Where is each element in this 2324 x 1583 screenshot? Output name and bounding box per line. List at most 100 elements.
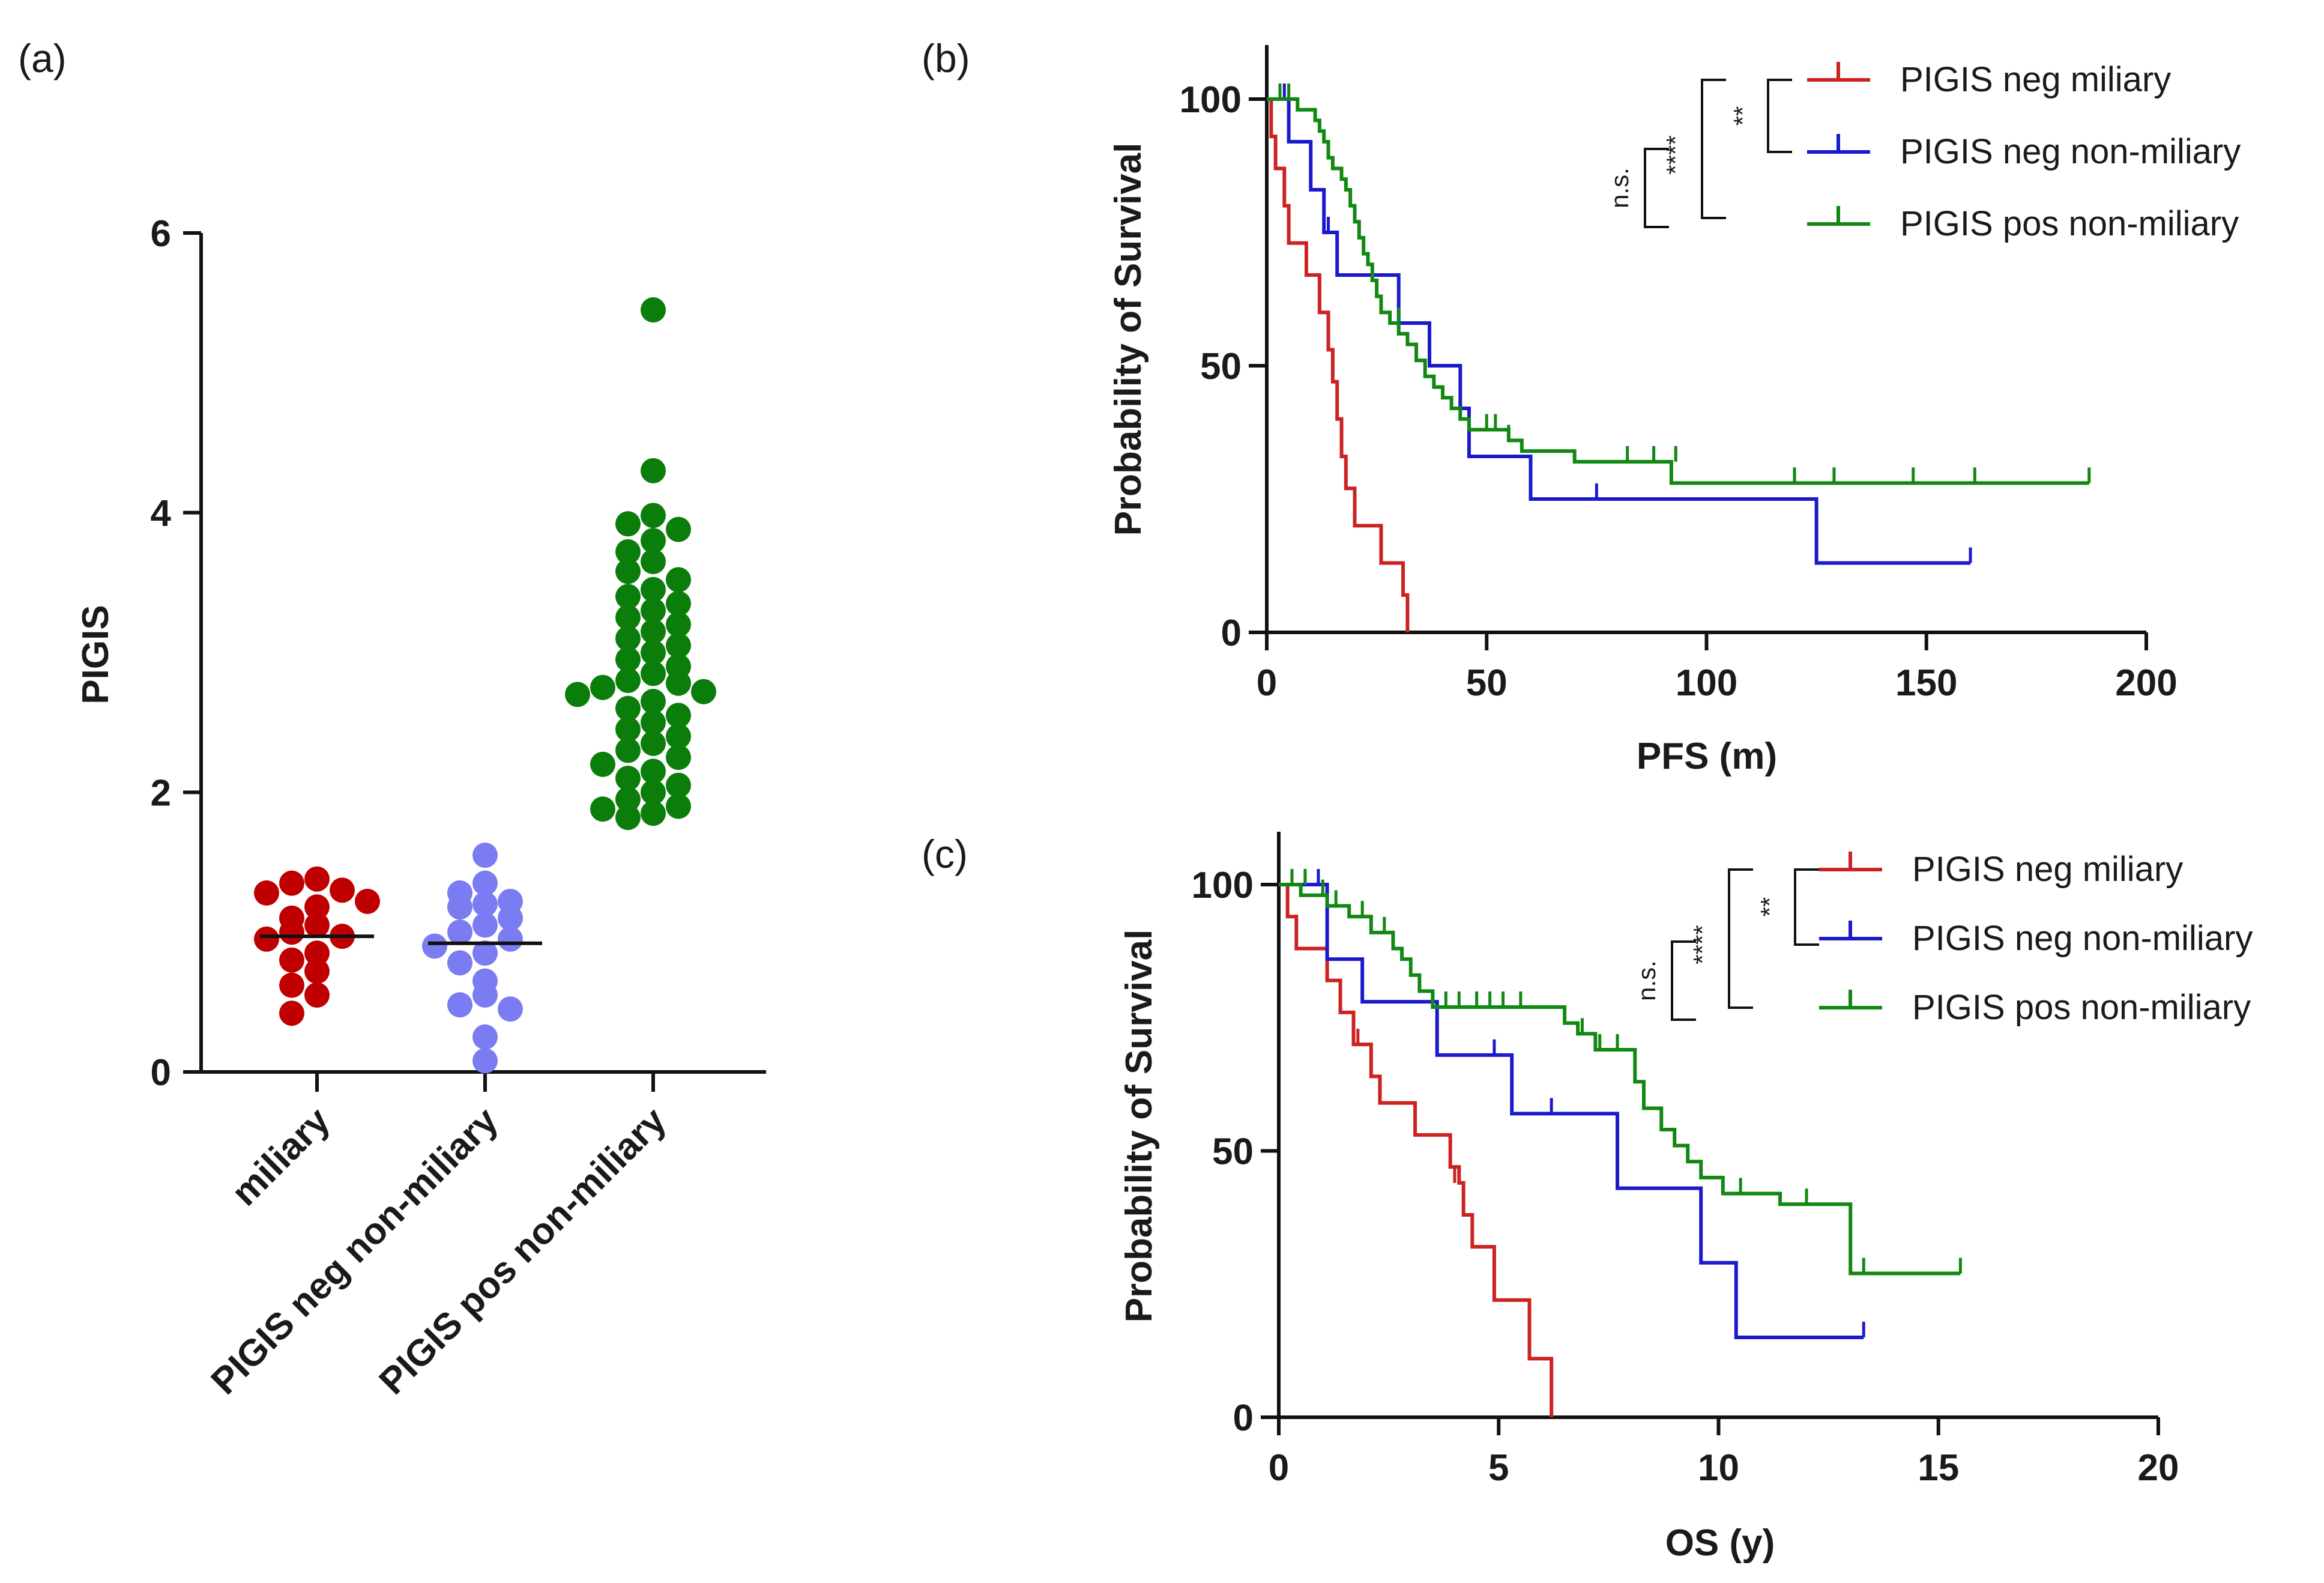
panel-a-point-3 — [615, 647, 641, 673]
panel-a-point-3 — [615, 766, 641, 792]
panel-a-point-1 — [254, 926, 279, 952]
panel-b-x-tick-label: 100 — [1676, 662, 1737, 704]
panel-a-point-3 — [691, 679, 716, 704]
panel-a-y-tick-label: 2 — [151, 772, 171, 814]
panel-a-point-2 — [472, 870, 498, 896]
panel-a-point-3 — [666, 567, 691, 593]
panel-a-point-3 — [590, 674, 615, 700]
panel-b-curve-1 — [1267, 97, 1410, 632]
panel-b-x-tick-label: 150 — [1895, 662, 1957, 704]
panel-a-point-3 — [666, 724, 691, 749]
legend-b-green-mark — [1807, 206, 1870, 226]
panel-a-point-3 — [641, 577, 666, 602]
panel-a-point-3 — [615, 786, 641, 812]
panel-a-y-tick-label: 4 — [151, 493, 172, 534]
panel-b-x-tick-label: 0 — [1257, 662, 1277, 704]
panel-a-point-3 — [666, 772, 691, 798]
panel-c-y-tick-label: 100 — [1192, 865, 1254, 906]
panel-a-x-tick-label: PIGIS pos non-miliary — [372, 1100, 675, 1403]
legend-c-blue-mark — [1819, 921, 1882, 940]
panel-a-point-3 — [641, 458, 666, 483]
legend-b-item-1: PIGIS neg miliary — [1900, 60, 2171, 99]
panel-b-y-tick-label: 50 — [1200, 346, 1242, 387]
panel-a-point-1 — [355, 888, 380, 914]
panel-c-ticks: 0 5 10 15 20 0 50 100 — [1192, 865, 2179, 1489]
panel-a-point-3 — [666, 745, 691, 770]
panel-a-point-2 — [472, 982, 498, 1008]
panel-a-point-3 — [641, 528, 666, 554]
panel-c-x-tick-label: 20 — [2138, 1447, 2179, 1489]
panel-a-x-tick-label: miliary — [224, 1100, 339, 1214]
panel-c-y-tick-label: 50 — [1212, 1131, 1254, 1173]
panel-a-point-2 — [498, 905, 523, 931]
sig-label-b-2: **** — [1661, 135, 1689, 174]
panel-a-point-1 — [279, 972, 304, 998]
panel-a-y-axis-title: PIGIS — [75, 605, 116, 704]
panel-c-x-tick-label: 0 — [1269, 1447, 1289, 1489]
panel-a-point-3 — [641, 598, 666, 623]
panel-b-y-tick-label: 0 — [1221, 613, 1242, 654]
panel-a-point-3 — [615, 737, 641, 763]
panel-a-point-3 — [641, 730, 666, 756]
panel-a-point-3 — [641, 619, 666, 644]
panel-a-point-3 — [641, 297, 666, 323]
panel-a-point-1 — [330, 877, 355, 903]
panel-a-point-1 — [279, 947, 304, 973]
panel-a-point-2 — [447, 950, 472, 976]
panel-a-point-3 — [641, 640, 666, 665]
legend-b-blue-mark — [1807, 134, 1870, 154]
panel-c-x-axis-title: OS (y) — [1665, 1522, 1775, 1564]
panel-b-ticks: 0 50 100 150 200 0 50 100 — [1180, 79, 2178, 704]
panel-a-x-tick-label: PIGIS neg non-miliary — [204, 1100, 507, 1403]
legend-c-item-1: PIGIS neg miliary — [1912, 850, 2183, 889]
panel-a-y-tick-label: 0 — [151, 1052, 171, 1094]
panel-a-medians — [260, 934, 542, 945]
panel-a-point-3 — [641, 549, 666, 575]
panel-a-point-2 — [422, 933, 447, 959]
panel-a-point-2 — [447, 894, 472, 920]
panel-a-point-2 — [472, 1024, 498, 1050]
panel-b-curves — [1267, 83, 2091, 632]
panel-a-point-3 — [666, 703, 691, 728]
panel-c-curves — [1279, 869, 1962, 1417]
panel-a-point-3 — [615, 539, 641, 564]
sig-bracket-c-2 — [1728, 868, 1753, 1009]
legend-b-red-mark — [1807, 62, 1870, 82]
panel-c-curve-3 — [1279, 883, 1961, 1276]
panel-a-point-2 — [472, 940, 498, 966]
panel-a-point-3 — [666, 611, 691, 637]
panel-a-point-3 — [615, 558, 641, 584]
panel-a-point-1 — [304, 894, 330, 920]
panel-b-legend: PIGIS neg miliary PIGIS neg non-miliary … — [1605, 60, 2241, 243]
panel-a-point-3 — [641, 758, 666, 784]
panel-b-y-axis-title: Probability of Survival — [1108, 143, 1149, 536]
panel-a-points — [254, 297, 716, 1074]
panel-a-point-3 — [615, 716, 641, 742]
panel-a-point-3 — [641, 801, 666, 826]
panel-b-km-pfs: (b) Probability of Survival PFS (m) 0 50 1… — [922, 36, 2241, 777]
panel-c-y-axis-title: Probability of Survival — [1118, 930, 1160, 1323]
panel-a-point-2 — [472, 843, 498, 868]
panel-a-point-3 — [590, 751, 615, 777]
panel-a-point-3 — [641, 709, 666, 735]
panel-b-x-axis-title: PFS (m) — [1637, 736, 1777, 777]
panel-a-point-1 — [304, 982, 330, 1008]
panel-a-point-2 — [472, 1048, 498, 1074]
panel-a-point-3 — [615, 626, 641, 652]
sig-bracket-b-1 — [1767, 79, 1792, 153]
panel-c-label: (c) — [922, 832, 968, 876]
panel-a-point-1 — [279, 1000, 304, 1026]
panel-a-point-3 — [615, 511, 641, 537]
panel-a-point-3 — [641, 779, 666, 805]
panel-a-point-3 — [666, 516, 691, 542]
panel-a-point-1 — [304, 958, 330, 984]
sig-bracket-c-3 — [1671, 940, 1696, 1021]
panel-a-point-3 — [565, 682, 590, 707]
panel-a-point-3 — [641, 661, 666, 686]
panel-a-point-2 — [472, 912, 498, 938]
panel-a-point-2 — [472, 891, 498, 917]
panel-a-point-3 — [615, 695, 641, 721]
panel-c-km-os: (c) Probability of Survival OS (y) 0 5 10 1… — [922, 832, 2253, 1564]
sig-bracket-c-1 — [1794, 868, 1819, 946]
